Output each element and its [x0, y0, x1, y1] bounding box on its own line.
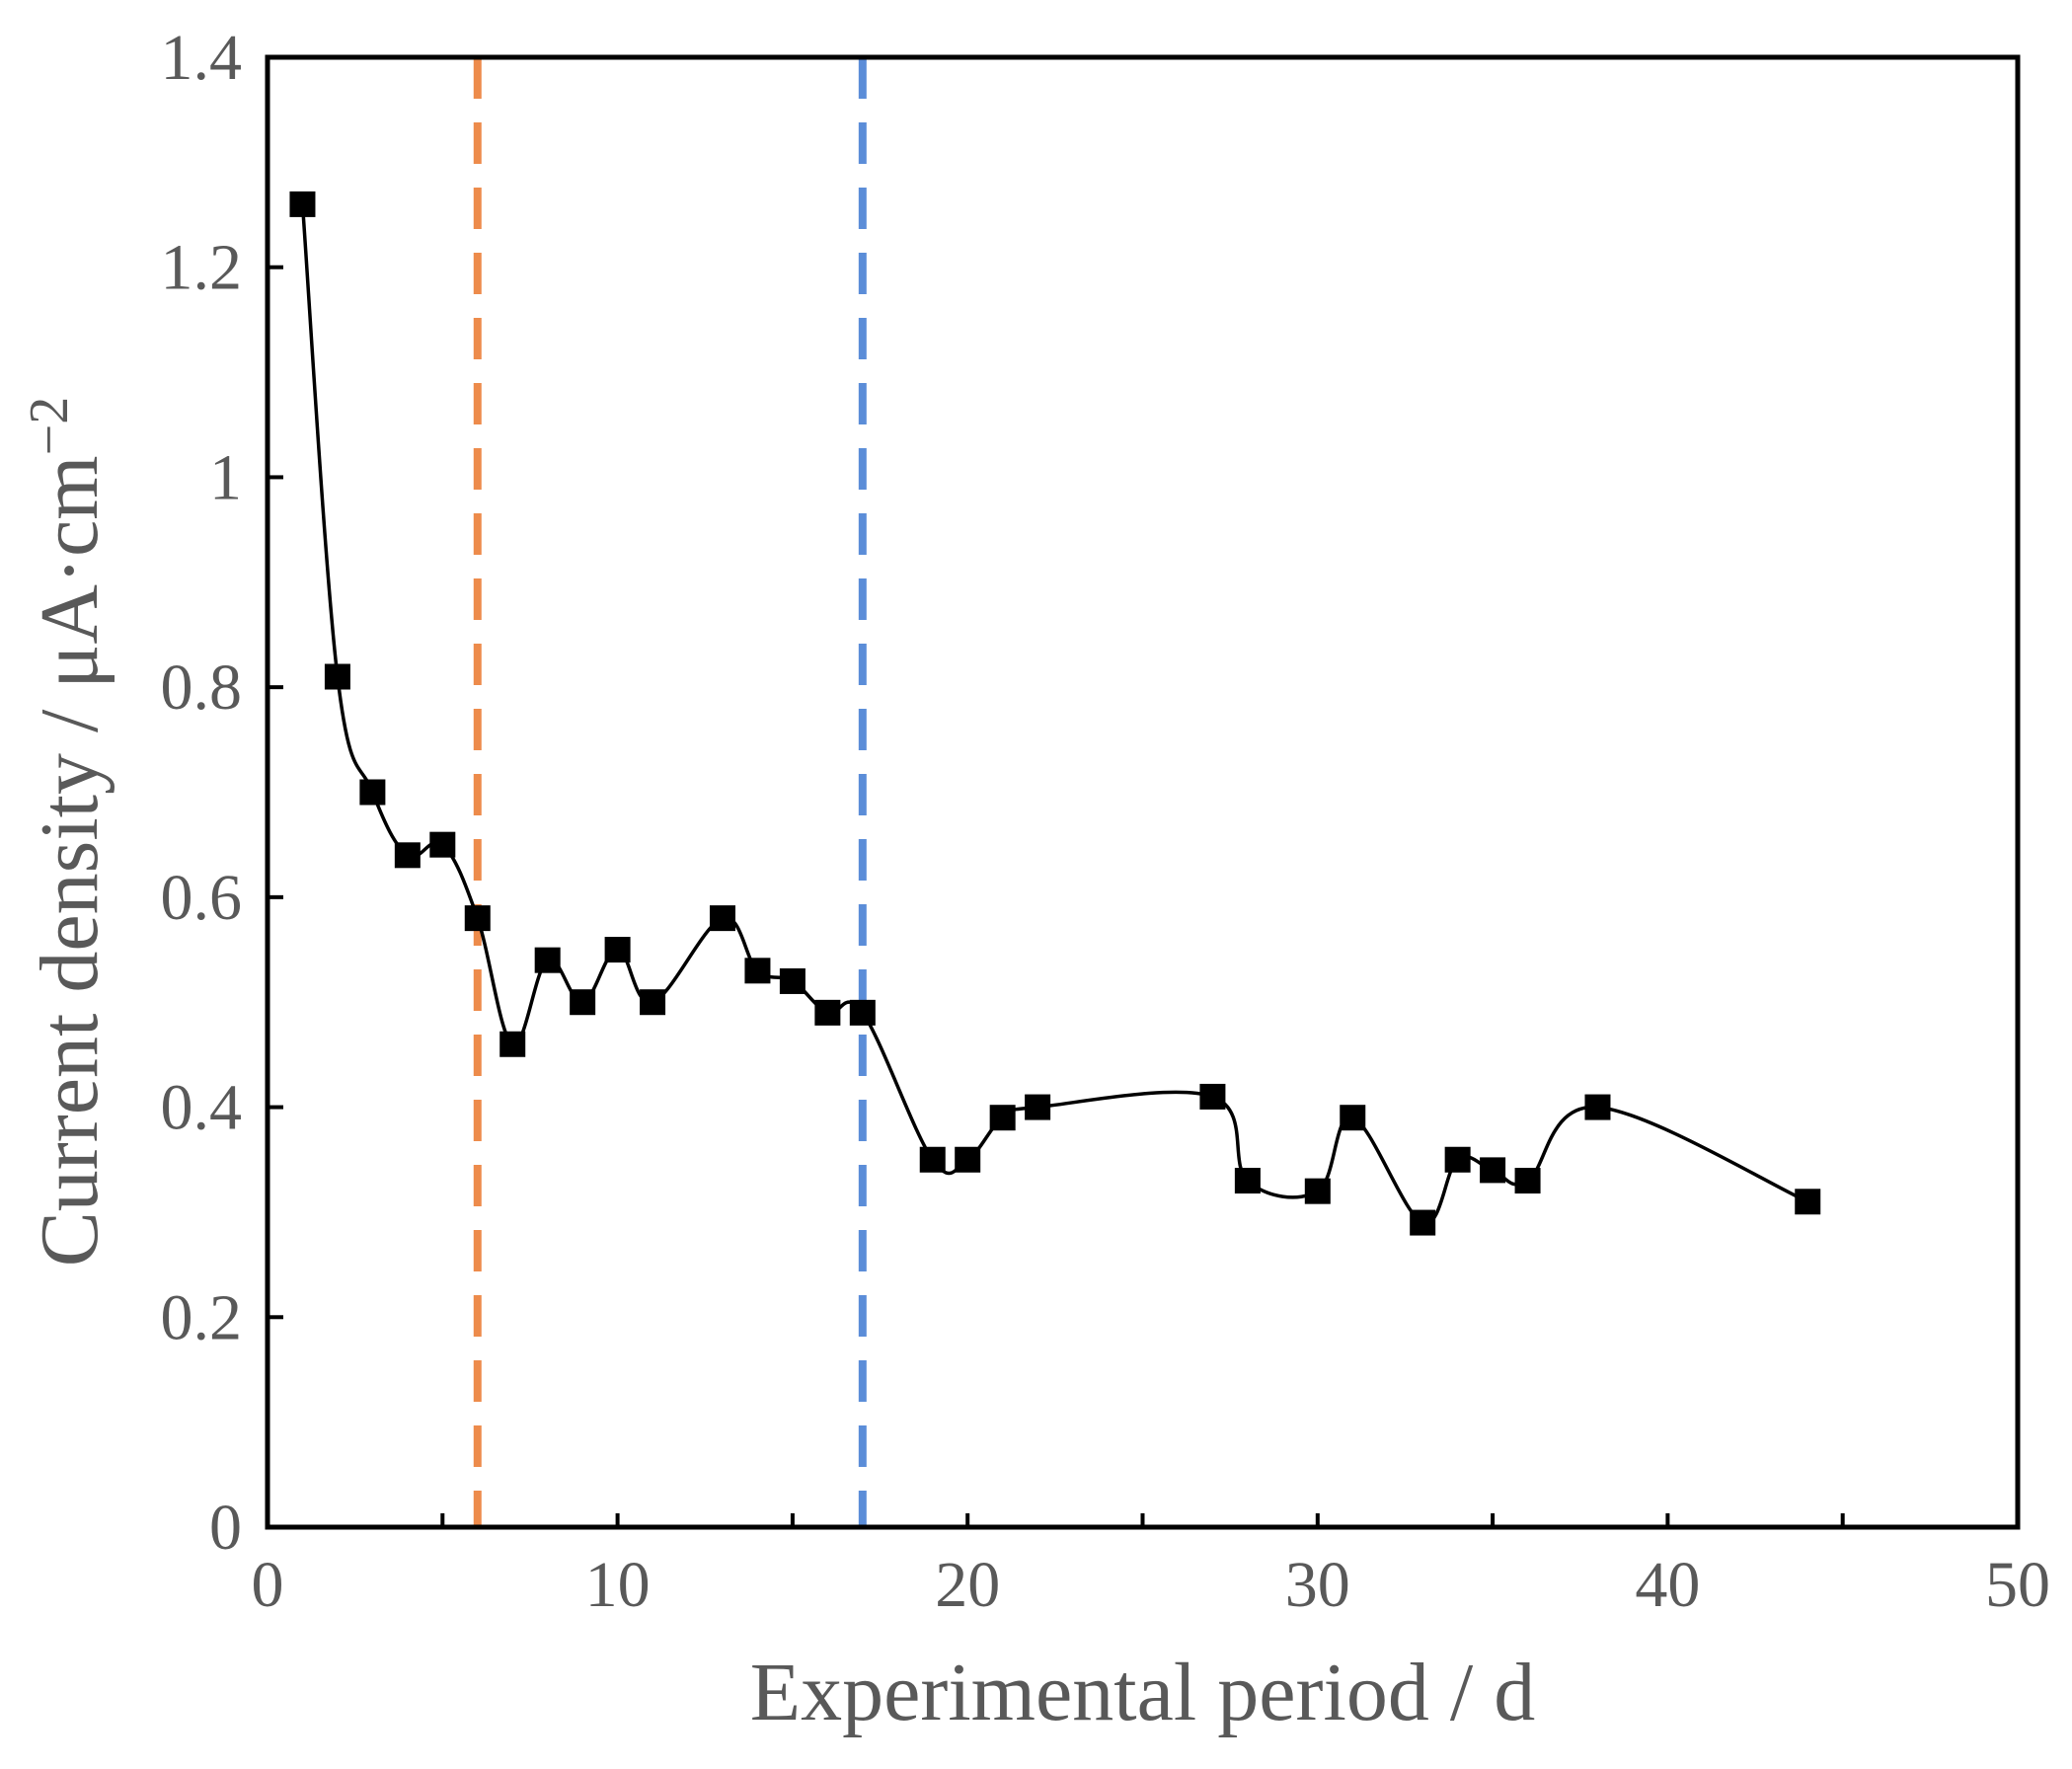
data-point — [1410, 1209, 1436, 1236]
data-point — [744, 958, 771, 984]
y-tick-label: 1 — [209, 441, 242, 513]
y-tick-label: 0.6 — [161, 862, 243, 934]
x-tick-label: 50 — [1985, 1549, 2050, 1621]
data-point — [464, 905, 491, 932]
series-layer — [289, 191, 1821, 1236]
data-point — [394, 842, 421, 869]
data-point — [324, 663, 350, 690]
y-axis-title-main: Current density / μA·cm — [24, 455, 115, 1267]
data-point — [779, 967, 806, 994]
y-tick-label: 0.8 — [161, 652, 243, 724]
data-point — [1584, 1094, 1611, 1120]
data-point — [1795, 1189, 1821, 1215]
data-point — [814, 999, 841, 1026]
y-axis-tick-labels: 0 0.2 0.4 0.6 0.8 1 1.2 1.4 — [161, 22, 243, 1564]
data-point — [359, 779, 386, 806]
data-point — [604, 937, 631, 963]
data-point — [919, 1146, 946, 1173]
data-point — [849, 999, 876, 1026]
data-point — [1025, 1094, 1051, 1120]
data-point — [570, 989, 596, 1016]
y-tick-label: 0.2 — [161, 1281, 243, 1353]
x-axis-tick-labels: 0 10 20 30 40 50 — [252, 1549, 2051, 1621]
y-tick-label: 1.2 — [161, 232, 243, 304]
y-tick-label: 0 — [209, 1492, 242, 1564]
data-point — [1444, 1146, 1471, 1173]
x-tick-label: 30 — [1285, 1549, 1350, 1621]
data-point — [1480, 1157, 1506, 1184]
x-tick-label: 0 — [252, 1549, 284, 1621]
y-axis-title: Current density / μA·cm−2 — [19, 397, 115, 1267]
y-tick-label: 0.4 — [161, 1072, 243, 1144]
data-point — [1234, 1168, 1261, 1194]
x-tick-label: 20 — [935, 1549, 1000, 1621]
data-point — [640, 989, 666, 1016]
data-point — [429, 831, 456, 858]
data-point — [1199, 1083, 1226, 1110]
reference-lines — [473, 57, 867, 1527]
data-point — [499, 1031, 526, 1057]
axis-ticks — [266, 55, 2020, 1529]
data-point — [955, 1146, 981, 1173]
data-point — [1514, 1168, 1541, 1194]
data-point — [289, 191, 316, 217]
data-point — [1340, 1105, 1366, 1131]
x-tick-label: 10 — [585, 1549, 651, 1621]
x-tick-label: 40 — [1635, 1549, 1700, 1621]
data-point — [709, 905, 735, 932]
y-axis-title-superscript: −2 — [19, 397, 80, 456]
x-axis-title: Experimental period / d — [750, 1647, 1535, 1738]
data-point — [534, 947, 561, 973]
y-tick-label: 1.4 — [161, 22, 243, 94]
data-point — [1304, 1178, 1331, 1204]
data-point — [989, 1105, 1016, 1131]
